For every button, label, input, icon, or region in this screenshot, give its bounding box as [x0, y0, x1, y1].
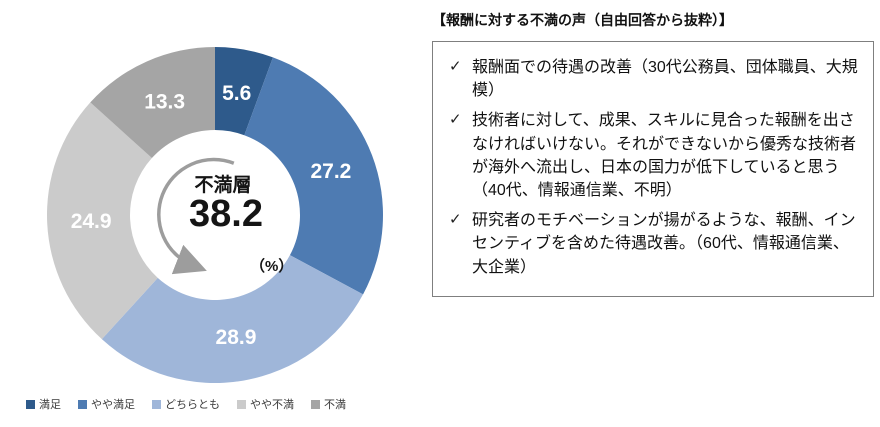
- legend-item-4: やや不満: [237, 396, 294, 412]
- comment-item: ✓ 研究者のモチベーションが揚がるような、報酬、インセンティブを含めた待遇改善。（…: [445, 209, 859, 279]
- check-icon: ✓: [449, 111, 462, 129]
- donut-chart-svg: 5.6 27.2 28.9 24.9 13.3: [47, 47, 383, 383]
- legend-label: 満足: [39, 399, 61, 411]
- legend-swatch: [78, 399, 87, 409]
- comments-box: ✓ 報酬面での待遇の改善（30代公務員、団体職員、大規模） ✓ 技術者に対して、成果、…: [432, 41, 874, 297]
- donut-chart: 5.6 27.2 28.9 24.9 13.3 不満層 38.2 （%） 満足 やや満足 ど…: [0, 0, 432, 427]
- segment-value-label: 5.6: [222, 82, 251, 105]
- donut-segment-どちらとも: [101, 255, 364, 383]
- donut-center-unit: （%）: [250, 258, 294, 275]
- legend-label: やや満足: [91, 399, 135, 411]
- legend-swatch: [237, 399, 246, 409]
- comments-panel-title: 【報酬に対する不満の声（自由回答から抜粋）】: [432, 12, 733, 28]
- donut-segment-やや満足: [244, 57, 383, 295]
- segment-value-label: 27.2: [310, 160, 351, 183]
- donut-segment-やや不満: [47, 102, 158, 340]
- legend-swatch: [311, 399, 320, 409]
- donut-center-value: 38.2: [189, 193, 263, 235]
- legend-item-3: どちらとも: [152, 396, 220, 412]
- donut-center-label: 不満層: [194, 175, 252, 196]
- legend-label: 不満: [324, 399, 346, 411]
- comments-list: ✓ 報酬面での待遇の改善（30代公務員、団体職員、大規模） ✓ 技術者に対して、成果、…: [445, 56, 859, 279]
- comments-panel: 【報酬に対する不満の声（自由回答から抜粋）】 ✓ 報酬面での待遇の改善（30代公務…: [432, 0, 880, 427]
- check-icon: ✓: [449, 58, 462, 75]
- legend-label: どちらとも: [165, 399, 220, 411]
- legend-swatch: [152, 399, 161, 409]
- comment-text: 報酬面での待遇の改善（30代公務員、団体職員、大規模）: [472, 59, 858, 100]
- circular-arrow-icon: [157, 157, 235, 275]
- comment-item: ✓ 技術者に対して、成果、スキルに見合った報酬を出さなければいけない。それができな…: [445, 109, 859, 202]
- legend-item-5: 不満: [311, 396, 346, 412]
- donut-segment-満足: [215, 47, 273, 136]
- legend-swatch: [26, 399, 35, 409]
- legend-item-1: 満足: [26, 396, 61, 412]
- segment-value-label: 24.9: [71, 210, 112, 233]
- legend-label: やや不満: [250, 399, 294, 411]
- segment-value-label: 28.9: [216, 326, 257, 349]
- segment-value-label: 13.3: [144, 91, 185, 114]
- comment-text: 研究者のモチベーションが揚がるような、報酬、インセンティブを含めた待遇改善。（6…: [472, 212, 856, 276]
- check-icon: ✓: [449, 211, 462, 229]
- legend-item-2: やや満足: [78, 396, 135, 412]
- chart-legend: 満足 やや満足 どちらとも やや不満 不満: [26, 396, 346, 412]
- comment-text: 技術者に対して、成果、スキルに見合った報酬を出さなければいけない。それができない…: [472, 112, 857, 199]
- donut-segment-不満: [90, 47, 215, 159]
- comment-item: ✓ 報酬面での待遇の改善（30代公務員、団体職員、大規模）: [445, 56, 859, 102]
